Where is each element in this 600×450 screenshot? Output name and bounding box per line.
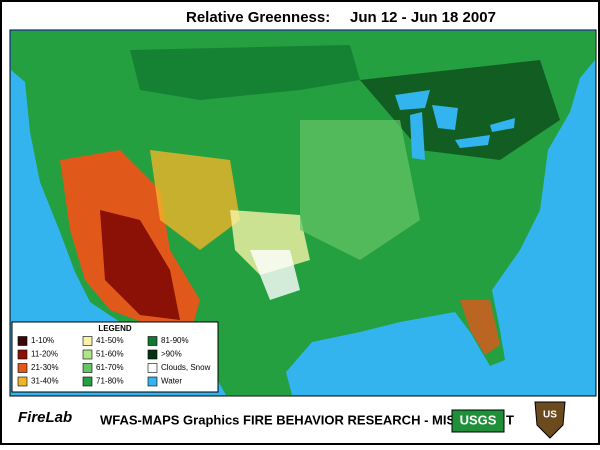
usgs-logo-box: [451, 409, 505, 433]
legend-swatch: [17, 363, 28, 373]
legend-label: 41-50%: [96, 336, 124, 345]
legend-label: 51-60%: [96, 350, 124, 359]
legend-swatch: [147, 336, 158, 346]
legend-label: >90%: [161, 350, 182, 359]
legend-items: 1-10% 11-20% 21-30% 31-40% 41-50% 51-60% 61-70…: [17, 336, 211, 387]
legend-label: Clouds, Snow: [161, 363, 211, 372]
legend-label: 71-80%: [96, 377, 124, 386]
firelab-logo: FireLab: [18, 409, 72, 426]
forest-service-shield: [534, 401, 566, 439]
florida-dry: [460, 300, 500, 355]
legend-label: 81-90%: [161, 336, 189, 345]
legend-swatch: [147, 349, 158, 360]
legend-swatch: [147, 376, 158, 387]
legend-swatch: [17, 376, 28, 387]
legend-label: 61-70%: [96, 363, 124, 372]
northeast-forest: [360, 60, 560, 160]
legend-swatch: [147, 363, 158, 373]
legend-swatch: [17, 336, 28, 346]
footer-text: WFAS-MAPS Graphics FIRE BEHAVIOR RESEARC…: [100, 412, 464, 427]
legend-swatch: [82, 363, 93, 373]
legend-swatch: [82, 376, 93, 387]
great-lakes: [395, 90, 515, 160]
legend-label: 21-30%: [31, 363, 59, 372]
legend-label: 11-20%: [31, 350, 58, 359]
footer-trail: T: [506, 412, 514, 427]
legend-label: 1-10%: [31, 336, 54, 345]
legend-swatch: [17, 349, 28, 360]
legend-box: [11, 321, 219, 393]
northern-forest: [130, 45, 360, 100]
shield-text: US: [543, 410, 557, 421]
footer: FireLab WFAS-MAPS Graphics FIRE BEHAVIOR…: [18, 401, 566, 439]
date-range: Jun 12 - Jun 18 2007: [350, 9, 496, 26]
arizona-dry: [100, 210, 180, 320]
legend-swatch: [82, 349, 93, 360]
midwest: [300, 120, 420, 260]
legend-title: LEGEND: [98, 324, 132, 333]
great-basin: [150, 150, 240, 250]
map-title: Relative Greenness:: [186, 9, 330, 26]
legend-label: Water: [161, 377, 182, 386]
legend-swatch: [82, 336, 93, 346]
legend: LEGEND 1-10% 11-20% 21-30% 31-40% 41-50% 51-6…: [11, 321, 219, 393]
legend-label: 31-40%: [31, 377, 59, 386]
usgs-logo: USGS: [460, 412, 497, 427]
clouds: [250, 250, 300, 300]
